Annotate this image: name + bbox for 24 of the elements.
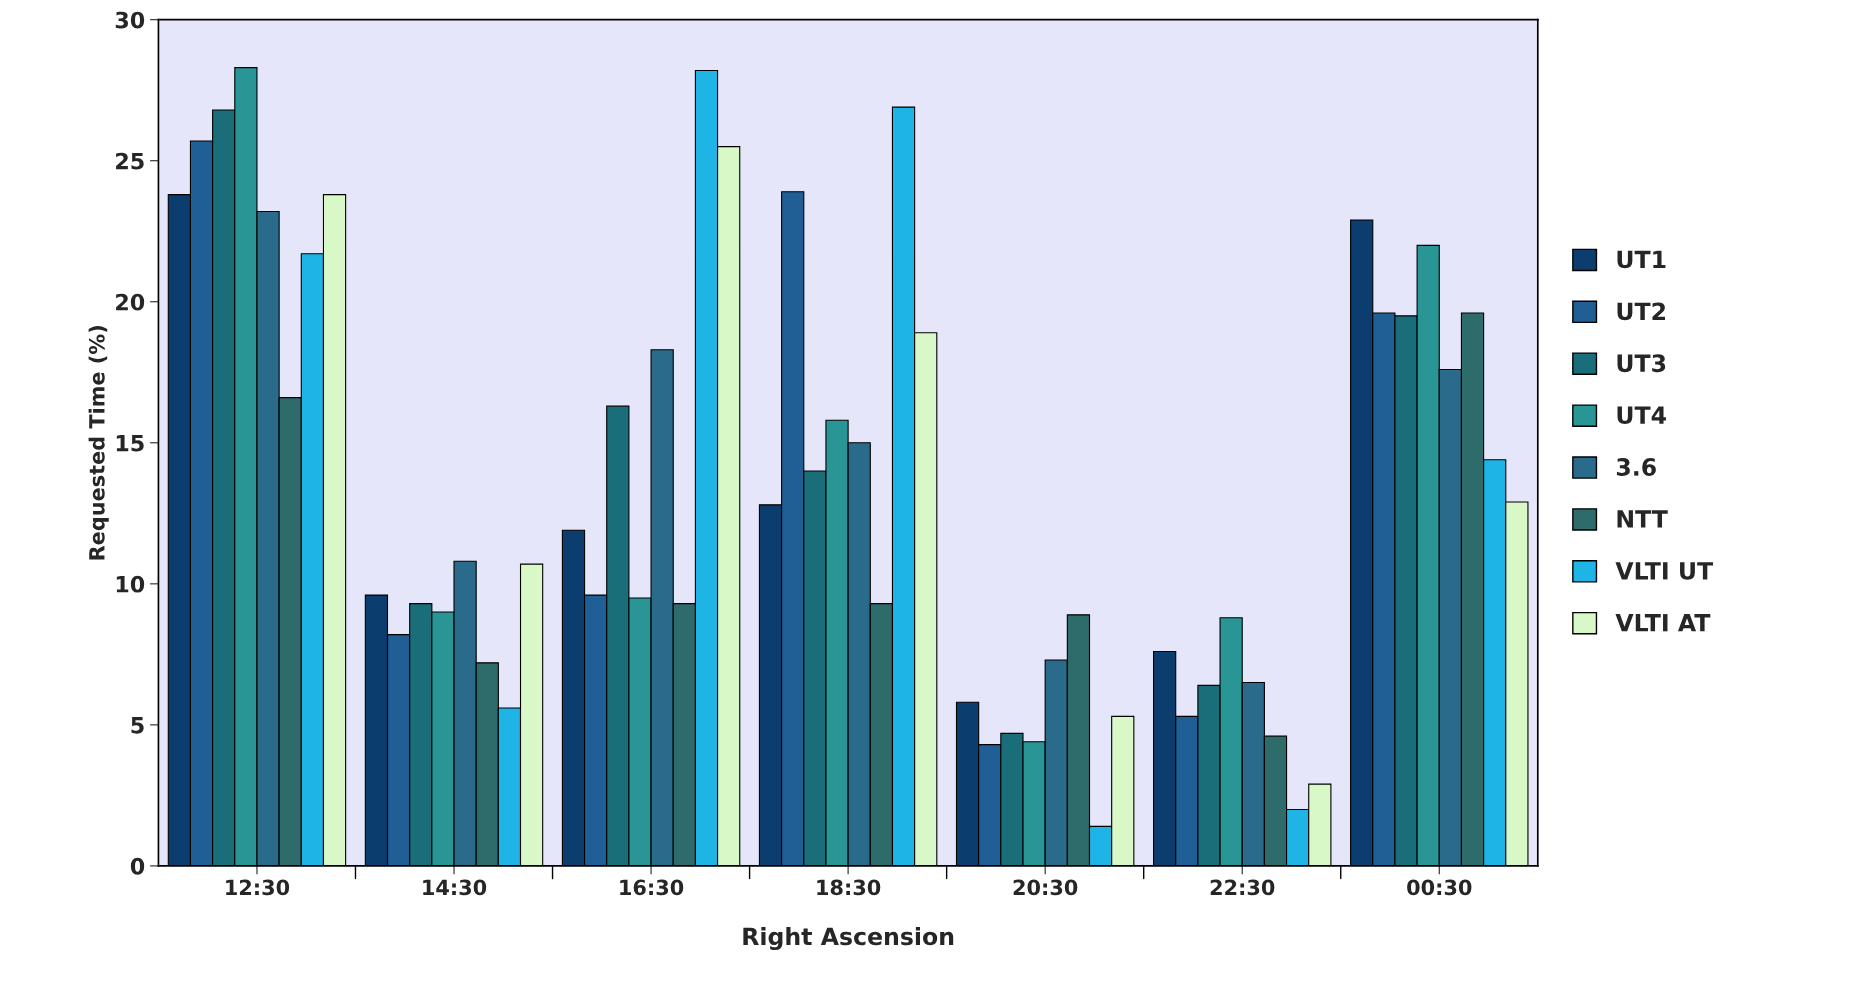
y-axis-title: Requested Time (%) xyxy=(88,326,109,560)
legend-label: VLTI UT xyxy=(1615,562,1714,580)
x-tick-label: 14:30 xyxy=(423,879,487,896)
y-tick-label: 0 xyxy=(130,857,145,875)
x-tick-label: 20:30 xyxy=(1013,879,1078,896)
x-tick-label: 16:30 xyxy=(620,879,684,896)
legend-label: VLTI AT xyxy=(1615,614,1711,632)
x-tick-label: 00:30 xyxy=(1407,879,1472,896)
y-tick-label: 20 xyxy=(116,293,145,311)
y-tick-label: 15 xyxy=(116,435,144,452)
x-tick-label: 12:30 xyxy=(226,879,290,896)
y-tick-label: 30 xyxy=(115,11,145,29)
y-tick-label: 5 xyxy=(131,717,144,734)
legend-label: UT4 xyxy=(1617,406,1666,425)
y-tick-label: 10 xyxy=(116,575,145,593)
legend-label: NTT xyxy=(1617,510,1668,528)
legend-label: UT3 xyxy=(1617,354,1666,373)
legend-label: 3.6 xyxy=(1616,458,1656,476)
x-tick-label: 18:30 xyxy=(817,879,881,896)
y-tick-label: 25 xyxy=(116,152,144,170)
x-tick-label: 22:30 xyxy=(1210,879,1275,896)
x-axis-title: Right Ascension xyxy=(743,927,954,951)
legend-label: UT1 xyxy=(1617,250,1666,269)
legend-label: UT2 xyxy=(1617,302,1665,321)
